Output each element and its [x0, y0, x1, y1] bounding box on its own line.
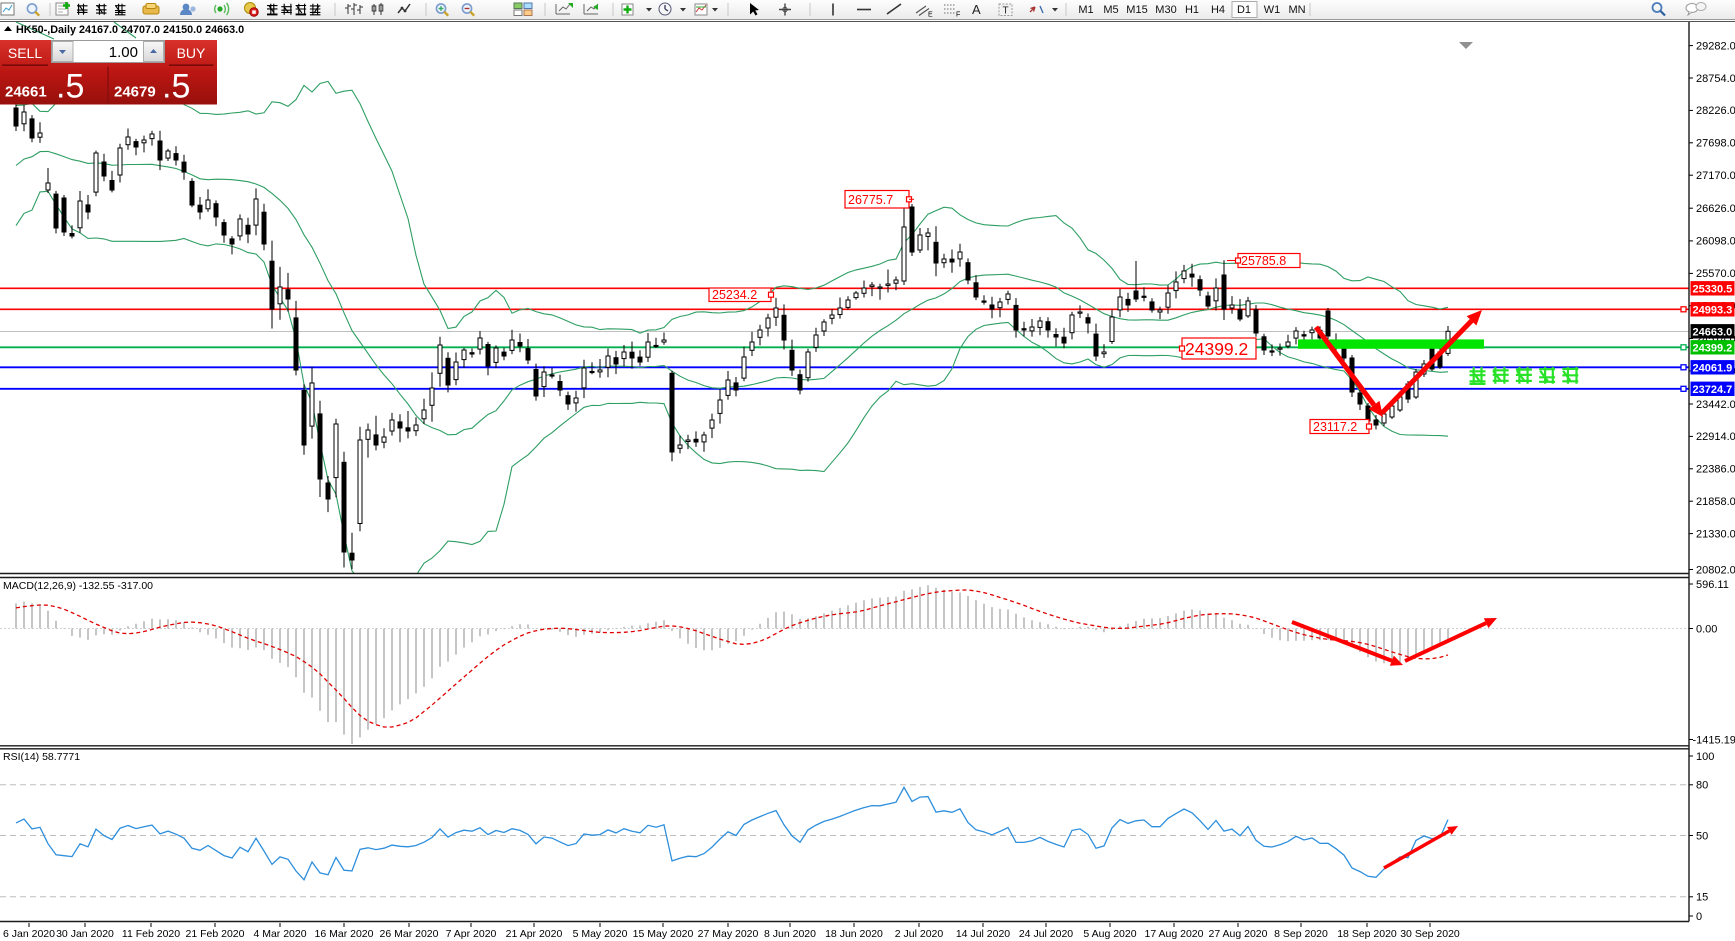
svg-text:E: E [928, 12, 933, 19]
svg-text:596.11: 596.11 [1696, 579, 1729, 591]
svg-text:50: 50 [1696, 830, 1708, 842]
svg-text:HK50-,Daily 24167.0 24707.0 2: HK50-,Daily 24167.0 24707.0 24150.0 2466… [16, 24, 244, 36]
svg-text:14 Jul 2020: 14 Jul 2020 [956, 928, 1010, 940]
svg-text:24679: 24679 [114, 84, 156, 101]
svg-text:H4: H4 [1211, 4, 1225, 16]
svg-text:80: 80 [1696, 780, 1708, 792]
svg-text:30 Jan 2020: 30 Jan 2020 [56, 928, 114, 940]
svg-text:MN: MN [1288, 4, 1305, 16]
svg-text:24993.3: 24993.3 [1693, 304, 1733, 316]
svg-text:25234.2: 25234.2 [712, 288, 757, 302]
svg-text:24663.0: 24663.0 [1693, 326, 1733, 338]
svg-text:16 Mar 2020: 16 Mar 2020 [315, 928, 374, 940]
svg-text:22386.0: 22386.0 [1696, 464, 1735, 476]
svg-text:21 Feb 2020: 21 Feb 2020 [186, 928, 245, 940]
svg-text:6 Jan 2020: 6 Jan 2020 [3, 928, 55, 940]
svg-text:18 Jun 2020: 18 Jun 2020 [825, 928, 883, 940]
svg-text:M15: M15 [1126, 4, 1147, 16]
svg-text:-1415.19: -1415.19 [1693, 734, 1735, 746]
svg-text:H1: H1 [1185, 4, 1199, 16]
svg-text:21 Apr 2020: 21 Apr 2020 [506, 928, 563, 940]
svg-text:23442.0: 23442.0 [1696, 399, 1735, 411]
svg-text:A: A [972, 2, 981, 17]
svg-text:28226.0: 28226.0 [1696, 105, 1735, 117]
svg-text:.5: .5 [56, 68, 84, 106]
svg-text:22914.0: 22914.0 [1696, 431, 1735, 443]
svg-text:MACD(12,26,9) -132.55 -317.00: MACD(12,26,9) -132.55 -317.00 [3, 580, 153, 592]
svg-text:5 Aug 2020: 5 Aug 2020 [1083, 928, 1136, 940]
svg-text:21858.0: 21858.0 [1696, 496, 1735, 508]
svg-text:0.00: 0.00 [1696, 623, 1717, 635]
svg-text:20802.0: 20802.0 [1696, 564, 1735, 576]
svg-text:24061.9: 24061.9 [1693, 362, 1733, 374]
svg-text:27 May 2020: 27 May 2020 [698, 928, 759, 940]
svg-text:SELL: SELL [8, 45, 42, 61]
svg-text:23117.2: 23117.2 [1313, 420, 1357, 434]
svg-text:30 Sep 2020: 30 Sep 2020 [1400, 928, 1460, 940]
svg-text:15: 15 [1696, 892, 1708, 904]
svg-text:100: 100 [1696, 751, 1714, 763]
svg-text:RSI(14) 58.7771: RSI(14) 58.7771 [3, 751, 80, 763]
svg-text:M30: M30 [1155, 4, 1176, 16]
svg-text:27170.0: 27170.0 [1696, 170, 1735, 182]
svg-text:28754.0: 28754.0 [1696, 73, 1735, 85]
svg-text:25330.5: 25330.5 [1693, 283, 1733, 295]
svg-text:26775.7: 26775.7 [848, 193, 893, 207]
svg-text:W1: W1 [1264, 4, 1281, 16]
svg-text:18 Sep 2020: 18 Sep 2020 [1337, 928, 1397, 940]
svg-text:25785.8: 25785.8 [1241, 254, 1286, 268]
svg-text:17 Aug 2020: 17 Aug 2020 [1145, 928, 1204, 940]
svg-text:26626.0: 26626.0 [1696, 203, 1735, 215]
svg-text:BUY: BUY [177, 45, 206, 61]
svg-text:26 Mar 2020: 26 Mar 2020 [380, 928, 439, 940]
svg-text:4 Mar 2020: 4 Mar 2020 [253, 928, 306, 940]
svg-text:11 Feb 2020: 11 Feb 2020 [122, 928, 180, 940]
svg-text:24399.2: 24399.2 [1185, 339, 1248, 359]
svg-text:23724.7: 23724.7 [1693, 384, 1733, 396]
svg-text:0: 0 [1696, 911, 1702, 923]
svg-text:M5: M5 [1103, 4, 1118, 16]
svg-text:F: F [956, 12, 960, 19]
svg-text:1.00: 1.00 [109, 44, 138, 61]
svg-text:21330.0: 21330.0 [1696, 528, 1735, 540]
svg-text:15 May 2020: 15 May 2020 [633, 928, 694, 940]
svg-text:2 Jul 2020: 2 Jul 2020 [895, 928, 944, 940]
svg-text:.5: .5 [162, 68, 190, 106]
svg-text:M1: M1 [1078, 4, 1093, 16]
svg-text:24399.2: 24399.2 [1693, 342, 1733, 354]
svg-text:24 Jul 2020: 24 Jul 2020 [1019, 928, 1073, 940]
svg-text:24661: 24661 [5, 84, 47, 101]
svg-text:7 Apr 2020: 7 Apr 2020 [446, 928, 497, 940]
svg-text:8 Jun 2020: 8 Jun 2020 [764, 928, 816, 940]
svg-text:5 May 2020: 5 May 2020 [573, 928, 628, 940]
svg-text:D1: D1 [1237, 4, 1251, 16]
svg-text:27 Aug 2020: 27 Aug 2020 [1209, 928, 1268, 940]
svg-text:26098.0: 26098.0 [1696, 236, 1735, 248]
svg-text:27698.0: 27698.0 [1696, 138, 1735, 150]
svg-text:25570.0: 25570.0 [1696, 268, 1735, 280]
svg-text:T: T [1003, 6, 1009, 17]
svg-text:8 Sep 2020: 8 Sep 2020 [1274, 928, 1328, 940]
svg-text:29282.0: 29282.0 [1696, 40, 1735, 52]
